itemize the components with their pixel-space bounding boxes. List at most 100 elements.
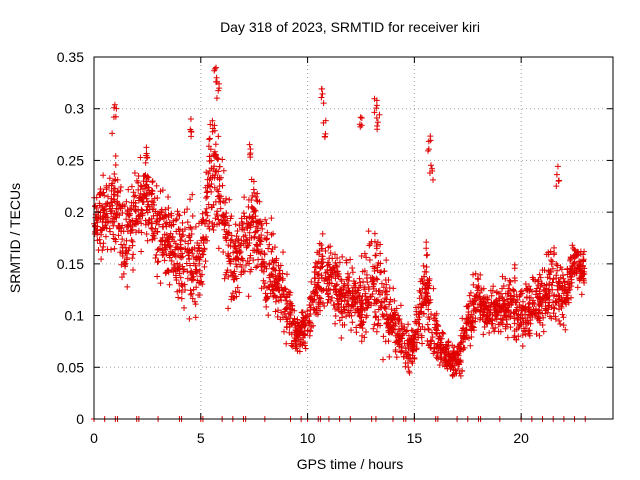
data-point [316, 251, 323, 258]
data-point [317, 295, 324, 302]
data-point [355, 309, 362, 316]
data-point [220, 167, 227, 174]
data-point [469, 299, 476, 306]
data-point [357, 279, 364, 286]
data-point [316, 240, 323, 247]
data-point [343, 259, 350, 266]
data-point [496, 321, 503, 328]
data-point [232, 245, 239, 252]
data-point [549, 265, 556, 272]
data-point [377, 260, 384, 267]
data-point [187, 262, 194, 269]
data-point [465, 309, 472, 316]
data-point [204, 182, 211, 189]
data-point [271, 244, 278, 251]
data-point [477, 271, 484, 278]
data-point [308, 323, 315, 330]
data-point [460, 346, 467, 353]
data-point [111, 177, 118, 184]
data-point [422, 296, 429, 303]
data-point [275, 297, 282, 304]
data-point [415, 311, 422, 318]
data-point [450, 366, 457, 373]
data-point [188, 290, 195, 297]
data-point [211, 67, 218, 74]
data-point [226, 196, 233, 203]
data-point [234, 228, 241, 235]
data-point [365, 286, 372, 293]
data-point [416, 295, 423, 302]
data-point [572, 247, 579, 254]
y-tick-label: 0.05 [57, 359, 84, 375]
data-point [108, 246, 115, 253]
data-point [260, 259, 267, 266]
data-point [238, 218, 245, 225]
data-point [433, 310, 440, 317]
data-point [493, 296, 500, 303]
data-point [259, 225, 266, 232]
data-point [110, 235, 117, 242]
data-point [536, 307, 543, 314]
data-point [144, 237, 151, 244]
data-point [188, 133, 195, 140]
data-point [574, 264, 581, 271]
data-point [125, 186, 132, 193]
data-point [451, 371, 458, 378]
data-point [381, 268, 388, 275]
data-point [255, 256, 262, 263]
data-point [549, 286, 556, 293]
data-point [217, 198, 224, 205]
data-point [335, 301, 342, 308]
data-point [93, 204, 100, 211]
data-point [468, 334, 475, 341]
data-point [209, 128, 216, 135]
data-point [159, 252, 166, 259]
data-point [157, 245, 164, 252]
data-point [208, 188, 215, 195]
data-point [296, 323, 303, 330]
data-point [397, 327, 404, 334]
data-point [472, 318, 479, 325]
data-point [169, 236, 176, 243]
data-point [112, 153, 119, 160]
data-point [199, 251, 206, 258]
data-point [358, 338, 365, 345]
data-point [320, 100, 327, 107]
data-point [490, 283, 497, 290]
y-tick-label: 0.25 [57, 152, 84, 168]
data-point [190, 260, 197, 267]
data-point [135, 195, 142, 202]
data-point [580, 256, 587, 263]
data-point [231, 268, 238, 275]
data-point [183, 260, 190, 267]
data-point [557, 320, 564, 327]
data-point [377, 250, 384, 257]
data-point [467, 313, 474, 320]
data-point [144, 183, 151, 190]
data-point [324, 259, 331, 266]
data-point [515, 333, 522, 340]
data-point [144, 203, 151, 210]
data-point [546, 302, 553, 309]
data-point [401, 340, 408, 347]
data-point [263, 236, 270, 243]
data-point [94, 230, 101, 237]
data-point [154, 194, 161, 201]
data-point [492, 324, 499, 331]
data-point [107, 228, 114, 235]
data-point [150, 202, 157, 209]
data-point [332, 275, 339, 282]
data-point [425, 297, 432, 304]
data-point [130, 193, 137, 200]
data-point [103, 184, 110, 191]
data-point [315, 301, 322, 308]
data-point [224, 267, 231, 274]
data-point [564, 295, 571, 302]
data-point [562, 286, 569, 293]
data-point [283, 316, 290, 323]
data-point [272, 279, 279, 286]
data-point [334, 281, 341, 288]
data-point [115, 232, 122, 239]
data-point [546, 282, 553, 289]
